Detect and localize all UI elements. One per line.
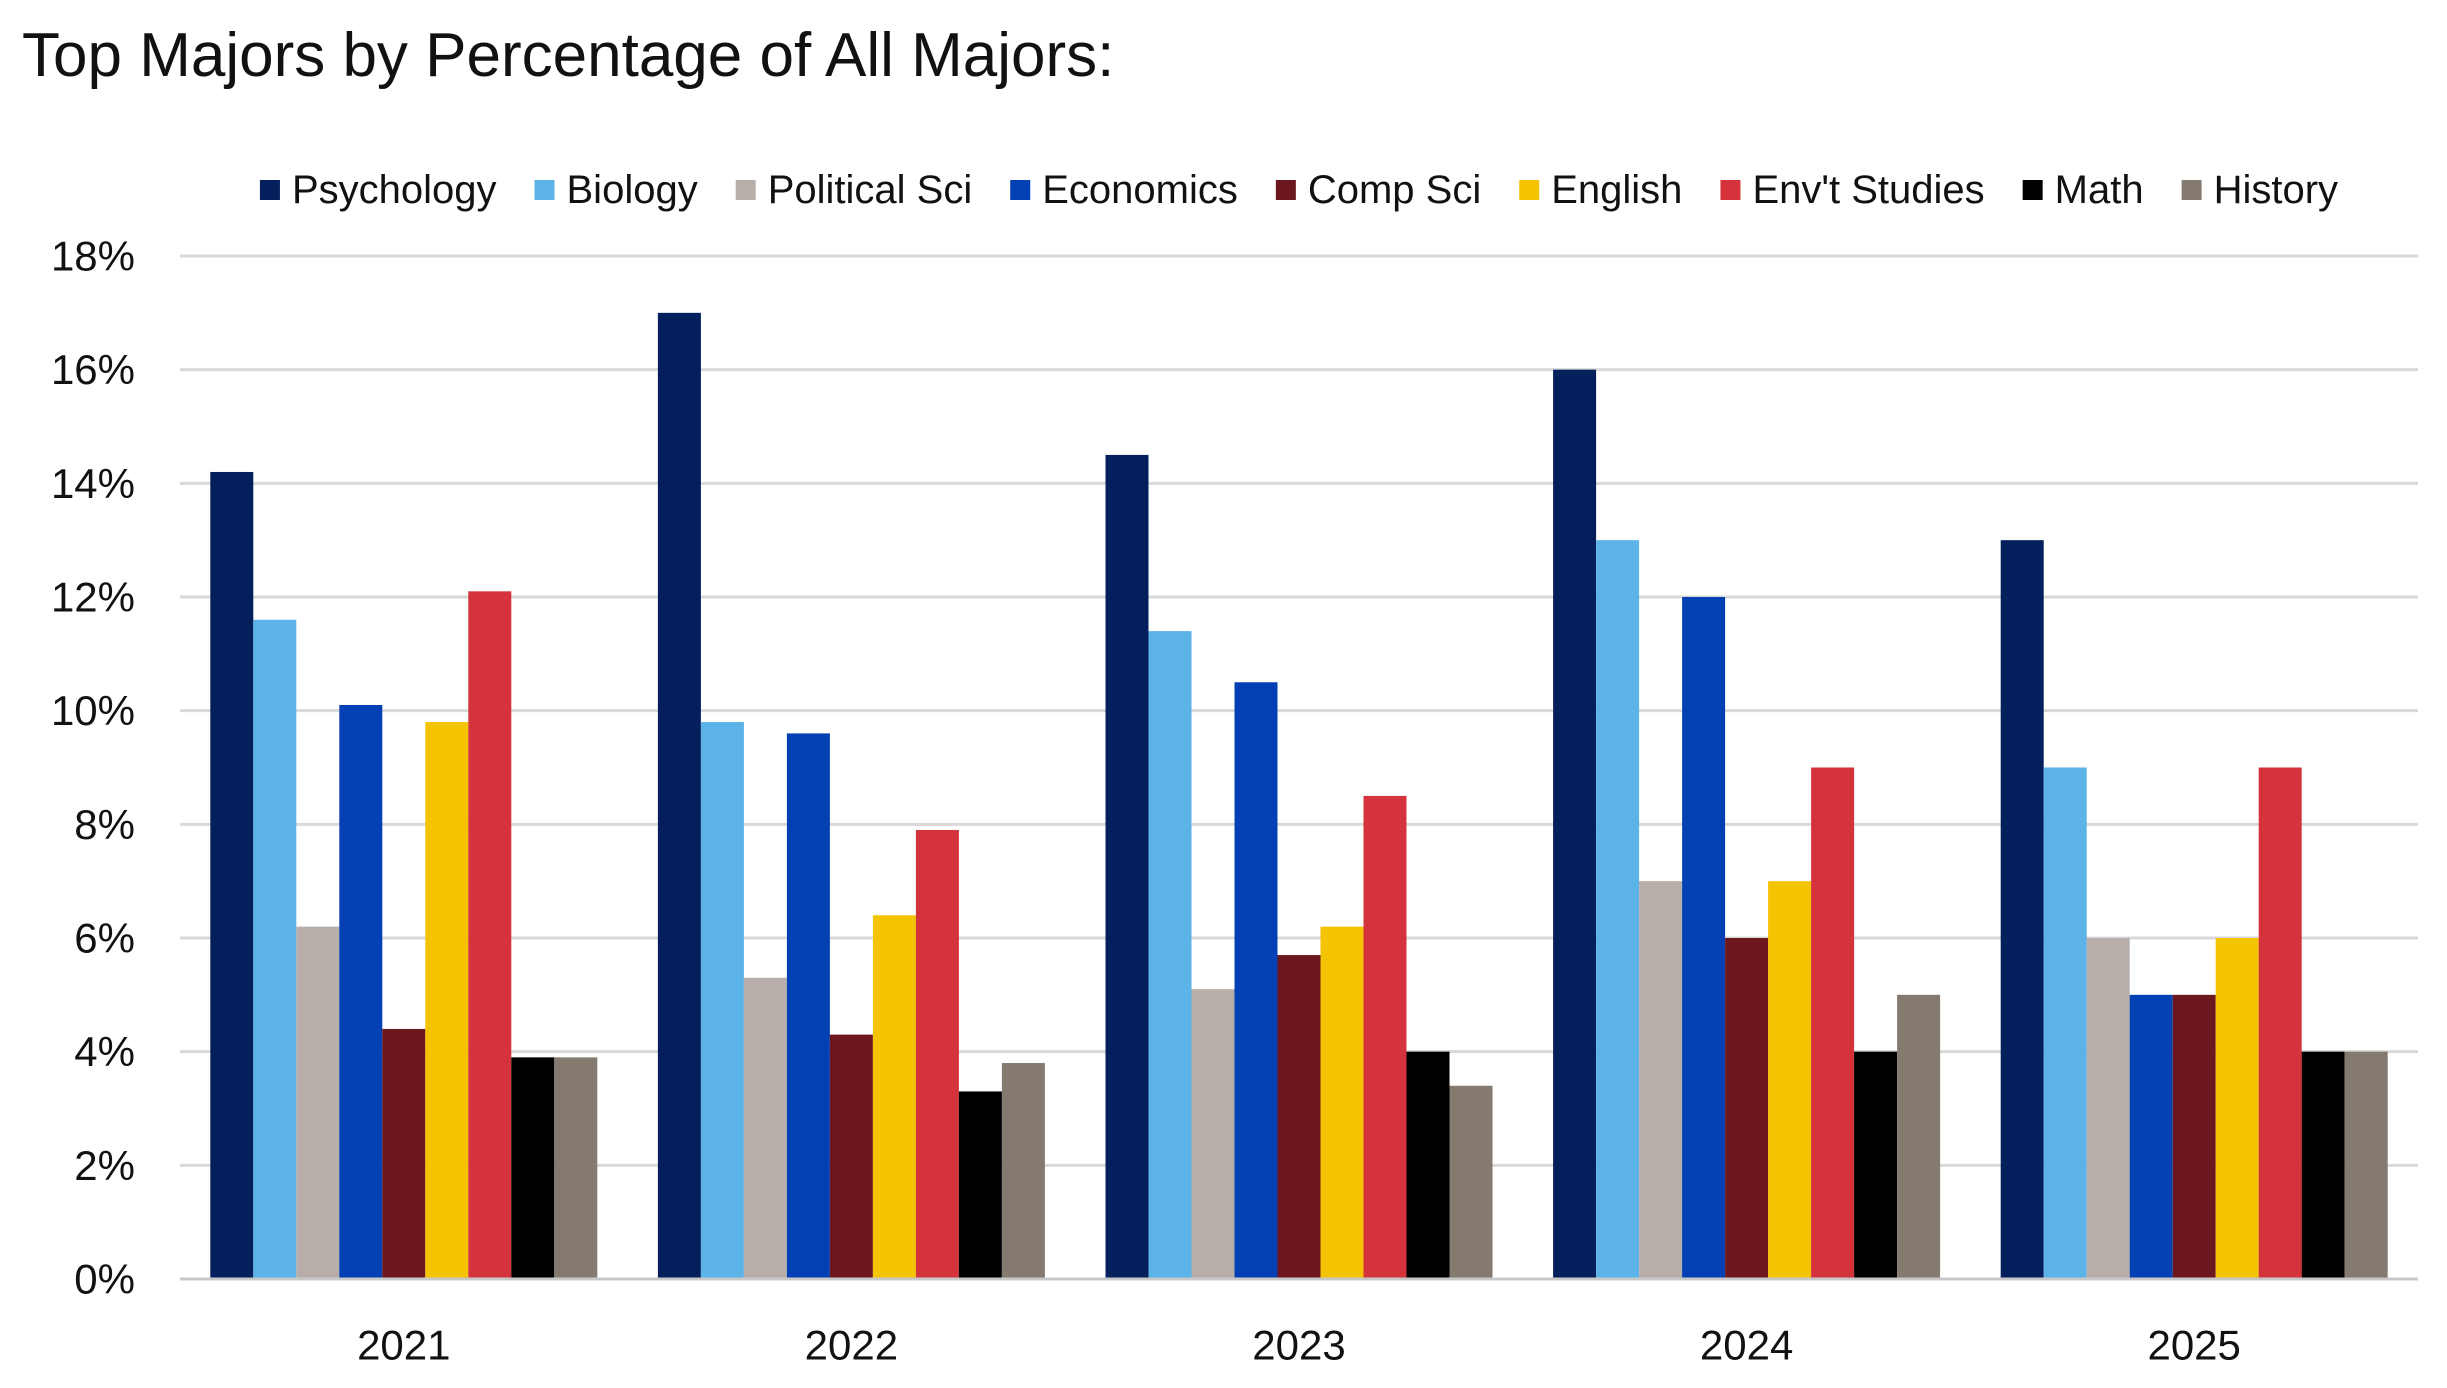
bar-english-2024 (1768, 881, 1812, 1279)
legend-label-history: History (2214, 168, 2338, 212)
legend-swatch-history (2181, 180, 2202, 200)
y-tick-label: 12% (51, 574, 135, 621)
bar-psychology-2022 (657, 312, 701, 1279)
bar-math-2022 (958, 1091, 1002, 1279)
bar-biology-2024 (1596, 540, 1640, 1279)
bar-political-sci-2021 (296, 926, 340, 1279)
x-tick-label: 2022 (805, 1322, 898, 1369)
bar-english-2021 (425, 722, 469, 1279)
legend-swatch-political-sci (735, 180, 756, 200)
legend-label-biology: Biology (567, 168, 698, 212)
bar-math-2024 (1854, 1051, 1898, 1279)
y-tick-label: 18% (51, 233, 135, 280)
bars (210, 312, 2388, 1280)
x-tick-label: 2023 (1252, 1322, 1345, 1369)
y-tick-label: 4% (74, 1028, 135, 1075)
bar-economics-2024 (1682, 597, 1726, 1279)
bar-economics-2022 (786, 733, 830, 1279)
bar-comp-sci-2022 (829, 1034, 873, 1279)
legend-swatch-env-t-studies (1720, 180, 1741, 200)
bar-env-t-studies-2025 (2258, 767, 2302, 1279)
bar-comp-sci-2021 (382, 1028, 426, 1279)
bar-economics-2025 (2129, 994, 2173, 1279)
legend-swatch-comp-sci (1275, 180, 1296, 200)
bar-english-2023 (1320, 926, 1364, 1279)
bar-math-2025 (2301, 1051, 2345, 1279)
bar-env-t-studies-2024 (1811, 767, 1855, 1279)
bar-env-t-studies-2023 (1363, 795, 1407, 1279)
bar-comp-sci-2025 (2172, 994, 2216, 1279)
bar-comp-sci-2023 (1277, 955, 1321, 1279)
y-tick-label: 0% (74, 1256, 135, 1303)
bar-history-2025 (2344, 1051, 2388, 1279)
legend-label-math: Math (2055, 168, 2144, 212)
bar-history-2021 (554, 1057, 598, 1279)
bar-psychology-2024 (1553, 369, 1597, 1280)
bar-economics-2021 (339, 704, 383, 1279)
legend-label-political-sci: Political Sci (768, 168, 973, 212)
bar-history-2023 (1449, 1085, 1493, 1279)
y-tick-label: 10% (51, 687, 135, 734)
y-tick-label: 14% (51, 460, 135, 507)
bar-history-2024 (1897, 994, 1941, 1279)
bar-english-2025 (2215, 938, 2259, 1279)
bar-biology-2021 (253, 619, 297, 1279)
bar-psychology-2023 (1105, 454, 1149, 1280)
bar-psychology-2025 (2000, 540, 2044, 1279)
bar-history-2022 (1001, 1063, 1045, 1279)
bar-math-2023 (1406, 1051, 1450, 1279)
y-tick-label: 8% (74, 801, 135, 848)
y-tick-label: 16% (51, 346, 135, 393)
bar-political-sci-2022 (743, 977, 787, 1279)
bar-biology-2022 (700, 722, 744, 1279)
legend-swatch-biology (534, 180, 555, 200)
axes: 0% 2% 4% 6% 8% 10% 12% 14% 16% 18% 2021 2022 2023 202… (51, 233, 2418, 1369)
bar-economics-2023 (1234, 682, 1278, 1279)
legend-label-english: English (1551, 168, 1682, 212)
legend-swatch-math (2022, 180, 2043, 200)
bar-env-t-studies-2021 (468, 591, 512, 1279)
legend: Psychology Biology Political Sci Economics C… (259, 168, 2338, 212)
legend-label-env-t-studies: Env't Studies (1752, 168, 1984, 212)
y-tick-label: 6% (74, 915, 135, 962)
bar-comp-sci-2024 (1725, 938, 1769, 1279)
bar-biology-2023 (1148, 631, 1192, 1279)
x-tick-label: 2021 (357, 1322, 450, 1369)
bar-psychology-2021 (210, 471, 254, 1279)
bar-english-2022 (872, 915, 916, 1279)
chart-title: Top Majors by Percentage of All Majors: (22, 21, 1115, 90)
y-tick-label: 2% (74, 1142, 135, 1189)
legend-label-economics: Economics (1042, 168, 1238, 212)
legend-swatch-english (1519, 180, 1540, 200)
bar-env-t-studies-2022 (915, 830, 959, 1279)
legend-label-psychology: Psychology (292, 168, 497, 212)
x-tick-label: 2024 (1700, 1322, 1793, 1369)
legend-swatch-economics (1010, 180, 1031, 200)
bar-political-sci-2024 (1639, 881, 1683, 1279)
bar-biology-2025 (2043, 767, 2087, 1279)
legend-label-comp-sci: Comp Sci (1308, 168, 1481, 212)
bar-political-sci-2023 (1191, 989, 1235, 1279)
legend-swatch-psychology (259, 180, 280, 200)
bar-political-sci-2025 (2086, 938, 2130, 1279)
x-tick-label: 2025 (2147, 1322, 2240, 1369)
bar-math-2021 (511, 1057, 555, 1279)
